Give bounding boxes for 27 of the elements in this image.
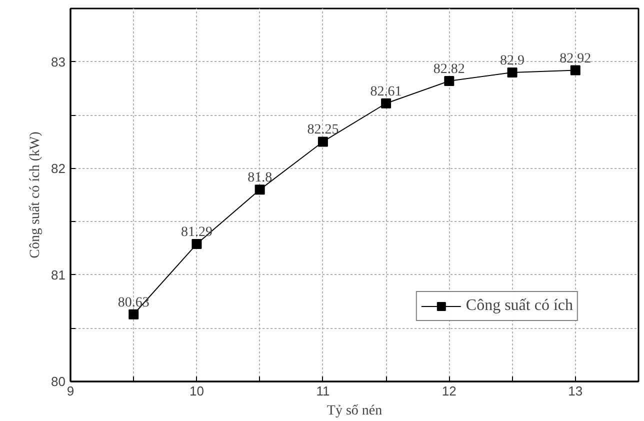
point	[570, 65, 580, 76]
x-tick-label: 13	[568, 384, 583, 398]
data-label: 81.29	[180, 225, 212, 240]
x-tick-label: 12	[442, 384, 456, 398]
point	[381, 98, 392, 108]
y-tick-label: 82	[51, 160, 66, 176]
x-tick-label: 10	[189, 384, 204, 398]
point	[192, 239, 202, 250]
point	[444, 76, 454, 86]
point	[128, 309, 139, 320]
data-label: 82.61	[370, 84, 402, 100]
data-label: 82.82	[433, 62, 465, 77]
point	[254, 184, 265, 195]
x-tick-label: 9	[66, 384, 74, 398]
point	[318, 136, 328, 147]
data-label: 81.8	[248, 170, 272, 186]
data-label: 82.9	[500, 53, 525, 68]
x-tick-label: 11	[316, 384, 330, 398]
x-axis-title: Tỷ số nén	[326, 404, 382, 418]
legend-label: Công suất có ích	[466, 297, 573, 315]
y-axis-title: Công suất có ích (kW)	[28, 131, 44, 258]
y-tick-label: 81	[51, 267, 66, 282]
data-label: 82.92	[560, 51, 592, 66]
y-tick-label: 83	[51, 54, 66, 70]
y-tick-label: 80	[51, 374, 66, 389]
data-label: 82.25	[307, 122, 339, 138]
point	[507, 67, 518, 78]
